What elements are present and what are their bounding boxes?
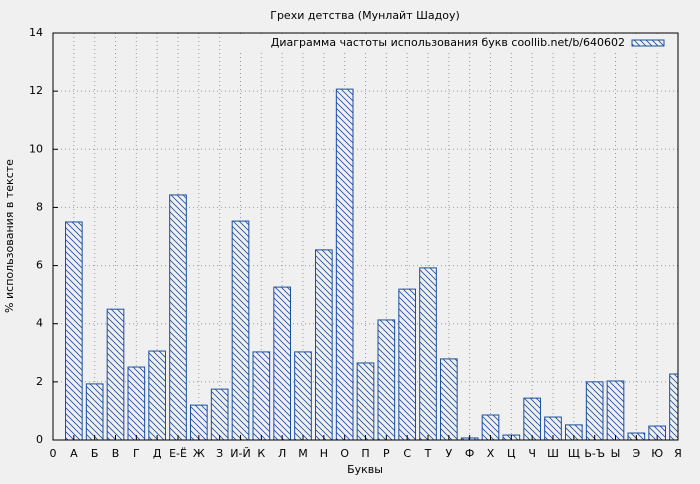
x-tick-label: Ф <box>465 447 474 460</box>
bar <box>127 366 146 440</box>
x-tick-label: П <box>361 447 369 460</box>
x-tick-label: Ш <box>547 447 559 460</box>
x-tick-label: Л <box>278 447 286 460</box>
x-tick-label: Н <box>320 447 328 460</box>
x-tick-label: К <box>257 447 265 460</box>
bar <box>169 194 187 440</box>
x-tick-label: Э <box>632 447 640 460</box>
bar <box>440 358 458 440</box>
x-tick-label: Р <box>383 447 390 460</box>
bar <box>377 319 396 440</box>
x-tick-label: Ц <box>507 447 516 460</box>
bar <box>335 88 354 440</box>
bar <box>65 221 83 440</box>
bar <box>148 350 166 440</box>
x-tick-label: С <box>403 447 411 460</box>
x-tick-label: Ь-Ъ <box>584 447 605 460</box>
x-tick-label: З <box>216 447 223 460</box>
bar <box>294 351 312 440</box>
bar <box>252 351 271 440</box>
y-tick-label: 14 <box>29 26 43 39</box>
legend-label: Диаграмма частоты использования букв coo… <box>271 36 625 49</box>
x-tick-label: Х <box>487 447 495 460</box>
bar <box>523 397 541 440</box>
bar <box>231 220 250 440</box>
x-tick-label: О <box>340 447 349 460</box>
x-tick-label: У <box>445 447 452 460</box>
bar <box>669 373 678 440</box>
x-tick-label: В <box>112 447 120 460</box>
x-tick-label: Е-Ё <box>169 447 187 460</box>
y-tick-label: 6 <box>36 259 43 272</box>
x-tick-label: 0 <box>50 447 57 460</box>
x-tick-label: М <box>298 447 308 460</box>
y-tick-label: 10 <box>29 142 43 155</box>
bars <box>65 88 678 440</box>
x-tick-label: И-Й <box>230 447 250 460</box>
bar <box>648 425 666 440</box>
x-tick-label: Я <box>674 447 682 460</box>
x-tick-label: Б <box>91 447 99 460</box>
legend-bg <box>240 36 672 50</box>
y-tick-label: 0 <box>36 433 43 446</box>
bar <box>210 388 229 440</box>
legend-swatch <box>631 39 665 47</box>
y-tick-label: 12 <box>29 84 43 97</box>
x-tick-label: Т <box>424 447 432 460</box>
y-tick-label: 4 <box>36 317 43 330</box>
bar <box>398 288 417 440</box>
x-tick-label: Ы <box>611 447 621 460</box>
x-axis-label: Буквы <box>347 463 383 476</box>
x-tick-label: Д <box>153 447 162 460</box>
bar <box>315 249 333 440</box>
x-tick-label: Г <box>133 447 140 460</box>
bar <box>85 383 104 440</box>
x-tick-label: Щ <box>568 447 580 460</box>
bar <box>106 308 125 440</box>
bar <box>273 286 292 440</box>
x-tick-label: Ю <box>651 447 663 460</box>
chart-title: Грехи детства (Мунлайт Шадоу) <box>270 9 460 22</box>
bar <box>606 380 625 440</box>
x-tick-label: А <box>70 447 78 460</box>
y-tick-label: 8 <box>36 200 43 213</box>
x-tick-label: Ч <box>528 447 536 460</box>
x-tick-label: Ж <box>193 447 205 460</box>
bar <box>419 267 437 440</box>
y-tick-label: 2 <box>36 375 43 388</box>
bar <box>356 362 375 440</box>
bar <box>585 381 604 440</box>
bar <box>190 404 208 440</box>
y-axis-label: % использования в тексте <box>3 159 16 313</box>
